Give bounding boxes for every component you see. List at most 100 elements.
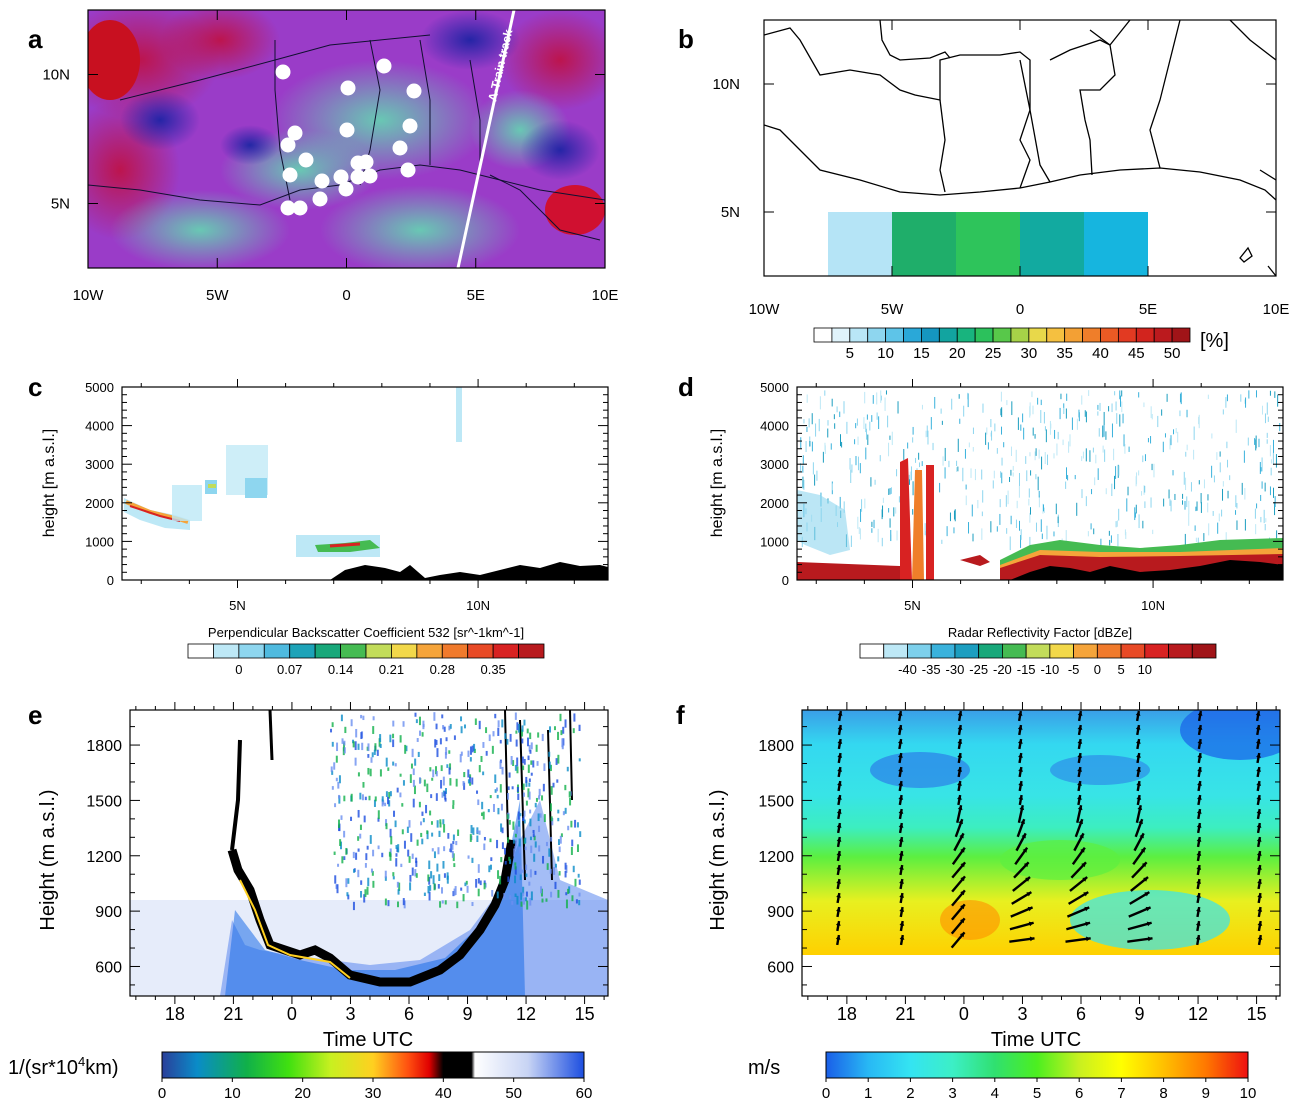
radar-noise-dash bbox=[953, 510, 955, 520]
radar-noise-dash bbox=[967, 392, 969, 400]
ceilometer-noise-dash bbox=[514, 893, 517, 897]
wind-vector-head bbox=[1077, 781, 1082, 786]
ceilometer-noise-dash bbox=[449, 778, 452, 786]
ceilometer-noise-dash bbox=[529, 809, 532, 814]
ceilometer-noise-dash bbox=[446, 764, 449, 768]
ceilometer-noise-dash bbox=[459, 754, 462, 763]
ceilometer-noise-dash bbox=[513, 848, 516, 857]
radar-noise-dash bbox=[1041, 456, 1043, 470]
panel-letter-b: b bbox=[678, 24, 694, 54]
radar-noise-dash bbox=[878, 416, 880, 430]
ceilometer-noise-dash bbox=[420, 821, 423, 826]
colorbar-d-swatch bbox=[1025, 643, 1051, 659]
radar-noise-dash bbox=[1182, 493, 1184, 499]
ceilometer-noise-dash bbox=[478, 830, 481, 835]
ceilometer-noise-dash bbox=[357, 848, 360, 852]
ceilometer-noise-dash bbox=[343, 740, 346, 746]
station-marker bbox=[340, 80, 356, 96]
ceilometer-noise-dash bbox=[514, 875, 517, 884]
colorbar-c-swatch bbox=[187, 643, 214, 659]
radar-noise-dash bbox=[1124, 444, 1126, 454]
ceilometer-noise-dash bbox=[514, 866, 517, 875]
ceilometer-noise-dash bbox=[343, 747, 346, 754]
ceilometer-noise-dash bbox=[360, 714, 363, 719]
wind-vector-head bbox=[899, 879, 904, 884]
ceilometer-noise-dash bbox=[412, 779, 415, 787]
satellite-image bbox=[88, 10, 605, 268]
ceilometer-noise-dash bbox=[460, 887, 463, 891]
wind-vector-head bbox=[837, 725, 843, 730]
radar-noise-dash bbox=[859, 528, 861, 540]
radar-noise-dash bbox=[880, 395, 882, 401]
ceilometer-noise-dash bbox=[437, 884, 440, 889]
wind-vector-head bbox=[1029, 936, 1035, 942]
ceilometer-noise-dash bbox=[449, 763, 452, 770]
ceilometer-noise-dash bbox=[448, 750, 451, 754]
wind-vector-head bbox=[1256, 837, 1262, 842]
wind-vector-head bbox=[957, 767, 962, 772]
ceilometer-noise-dash bbox=[494, 713, 497, 719]
colorbar-b-swatch bbox=[813, 327, 833, 343]
wind-vector-head bbox=[836, 907, 841, 912]
ceilometer-noise-dash bbox=[536, 761, 539, 766]
radar-noise-dash bbox=[930, 417, 932, 430]
radar-curtain bbox=[797, 387, 1283, 580]
ceilometer-noise-dash bbox=[350, 793, 353, 802]
ceilometer-noise-dash bbox=[530, 742, 533, 750]
ceilometer-noise-dash bbox=[423, 779, 426, 787]
d-ytick-label: 4000 bbox=[760, 419, 789, 434]
station-marker bbox=[362, 168, 378, 184]
f-ytick-label: 1200 bbox=[758, 849, 794, 866]
colorbar-c-swatch bbox=[213, 643, 240, 659]
colorbar-b-swatch bbox=[992, 327, 1012, 343]
ceilometer-noise-dash bbox=[357, 869, 360, 878]
radar-noise-dash bbox=[1104, 449, 1106, 462]
wind-vector-head bbox=[1078, 819, 1084, 825]
colorbar-b-tick: 30 bbox=[1021, 345, 1038, 362]
ceilometer-noise-dash bbox=[491, 890, 494, 897]
ceilometer-noise-dash bbox=[500, 803, 503, 811]
radar-noise-dash bbox=[1032, 405, 1034, 415]
wind-vector-head bbox=[1257, 907, 1263, 912]
ceilometer-noise-dash bbox=[512, 821, 515, 830]
radar-noise-dash bbox=[912, 481, 914, 496]
radar-noise-dash bbox=[1277, 394, 1279, 407]
radar-noise-dash bbox=[869, 421, 871, 431]
ceilometer-noise-dash bbox=[554, 863, 557, 868]
radar-noise-dash bbox=[1016, 500, 1018, 509]
colorbar-e-tick: 20 bbox=[294, 1085, 311, 1102]
station-marker bbox=[292, 200, 308, 216]
radar-noise-dash bbox=[1235, 419, 1237, 433]
radar-noise-dash bbox=[866, 428, 868, 440]
ceilometer-noise-dash bbox=[364, 889, 367, 898]
radar-noise-dash bbox=[1098, 428, 1100, 437]
ceilometer-noise-dash bbox=[508, 819, 511, 825]
b-xtick-label: 10E bbox=[1263, 301, 1290, 318]
ceilometer-noise-dash bbox=[425, 804, 428, 814]
radar-noise-dash bbox=[1040, 399, 1042, 406]
ceilometer-noise-dash bbox=[451, 850, 454, 858]
ceilometer-noise-dash bbox=[440, 779, 443, 789]
radar-noise-dash bbox=[1227, 459, 1229, 468]
ceilometer-noise-dash bbox=[419, 730, 422, 736]
radar-noise-dash bbox=[1166, 393, 1168, 402]
radar-noise-dash bbox=[1074, 474, 1076, 480]
radar-noise-dash bbox=[1174, 493, 1176, 500]
radar-noise-dash bbox=[857, 436, 859, 445]
radar-noise-dash bbox=[994, 423, 996, 432]
radar-noise-dash bbox=[1226, 394, 1228, 402]
d-ytick-label: 1000 bbox=[760, 534, 789, 549]
ceilometer-noise-dash bbox=[529, 818, 532, 827]
ceilometer-noise-dash bbox=[497, 870, 500, 879]
c-ylabel: height [m a.s.l.] bbox=[41, 429, 58, 538]
ceilometer-noise-dash bbox=[522, 792, 525, 797]
radar-noise-dash bbox=[806, 426, 808, 433]
radar-noise-dash bbox=[870, 477, 872, 487]
ceilometer-noise-dash bbox=[452, 891, 455, 897]
radar-noise-dash bbox=[1266, 432, 1268, 438]
a-train-track bbox=[456, 10, 516, 268]
c-ytick-label: 0 bbox=[107, 573, 114, 588]
panel-c-frame bbox=[121, 386, 609, 581]
radar-noise-dash bbox=[1211, 433, 1213, 439]
ceilometer-noise-dash bbox=[403, 840, 406, 849]
